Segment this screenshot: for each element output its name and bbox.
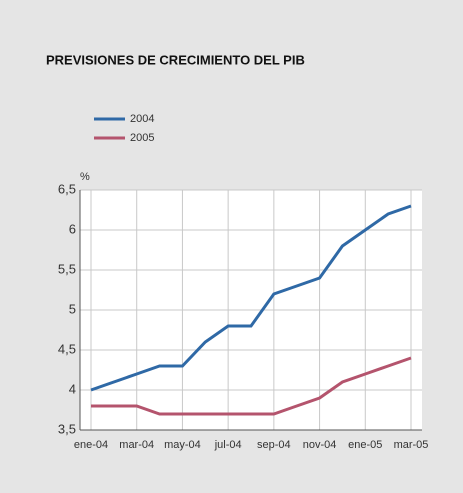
- series-line: [90, 204, 412, 392]
- x-tick-label: nov-04: [303, 439, 337, 451]
- x-tick-label: sep-04: [257, 439, 291, 451]
- chart-title: PREVISIONES DE CRECIMIENTO DEL PIB: [46, 52, 305, 67]
- x-tick-label: ene-04: [74, 439, 108, 451]
- x-tick-label: jul-04: [214, 439, 242, 451]
- legend-label: 2005: [130, 132, 154, 144]
- y-tick-label: 4: [69, 381, 76, 396]
- x-tick-label: may-04: [164, 439, 201, 451]
- y-tick-label: 5: [69, 301, 76, 316]
- series-line: [91, 356, 412, 416]
- y-tick-label: 5,5: [58, 261, 76, 276]
- x-tick-label: ene-05: [348, 439, 382, 451]
- y-tick-label: 6,5: [58, 181, 76, 196]
- y-axis-label: %: [80, 171, 90, 183]
- y-tick-label: 4,5: [58, 341, 76, 356]
- legend-label: 2004: [130, 113, 154, 125]
- y-tick-label: 3,5: [58, 421, 76, 436]
- x-tick-label: mar-05: [394, 439, 429, 451]
- y-tick-label: 6: [69, 221, 76, 236]
- x-tick-label: mar-04: [119, 439, 154, 451]
